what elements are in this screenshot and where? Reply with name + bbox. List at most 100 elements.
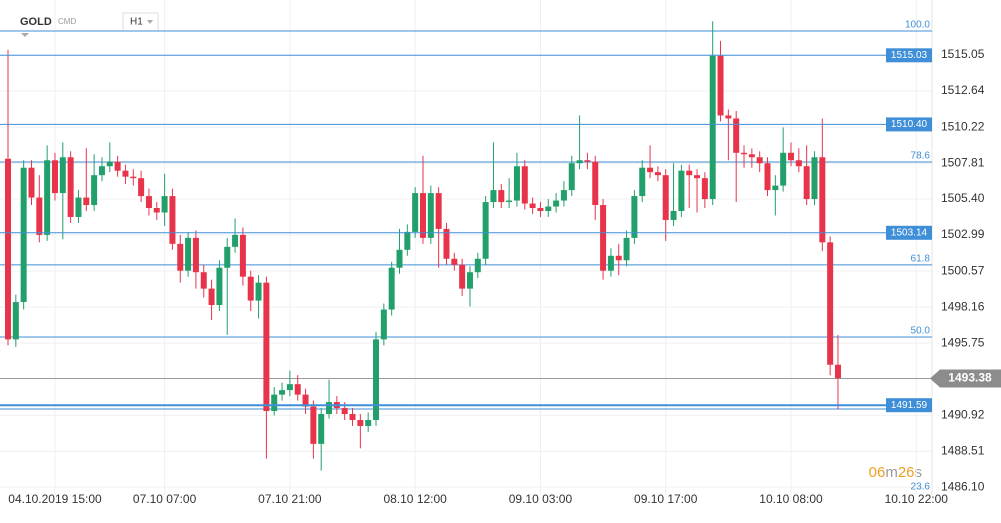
y-tick-label: 1500.57 xyxy=(941,263,985,277)
candle-body xyxy=(686,170,693,176)
candle-body xyxy=(357,419,364,426)
candle-body xyxy=(36,197,43,235)
candle-body xyxy=(247,276,254,301)
candle-body xyxy=(67,157,74,217)
candle-body xyxy=(177,243,184,271)
candle-body xyxy=(435,193,442,229)
candle-body xyxy=(506,200,513,203)
candle-body xyxy=(122,170,129,177)
candle-body xyxy=(302,394,309,407)
candle-body xyxy=(185,237,192,271)
candle-body xyxy=(239,234,246,277)
candle-body xyxy=(419,193,426,238)
candle-body xyxy=(130,176,137,179)
current-price-label: 1493.38 xyxy=(948,371,992,385)
candle-body xyxy=(701,178,708,200)
candle-body xyxy=(756,157,763,164)
y-tick-label: 1490.92 xyxy=(941,407,985,421)
candle-body xyxy=(451,258,458,265)
candle-body xyxy=(623,237,630,261)
candle-body xyxy=(474,258,481,273)
candle-body xyxy=(788,152,794,161)
candle-body xyxy=(373,339,380,420)
candle-body xyxy=(670,211,677,220)
candle-body xyxy=(51,160,58,194)
candle-body xyxy=(28,167,35,198)
y-tick-label: 1510.22 xyxy=(941,119,985,133)
candle-body xyxy=(772,185,779,191)
x-tick-label: 10.10 08:00 xyxy=(759,492,823,506)
candle-body xyxy=(545,206,552,212)
timer-s: s xyxy=(915,464,923,481)
candle-body xyxy=(529,203,536,209)
candle-body xyxy=(459,264,466,289)
candle-body xyxy=(795,160,802,167)
price-tag-label: 1515.03 xyxy=(891,50,928,61)
timer-m: m xyxy=(885,464,898,481)
candle-body xyxy=(709,55,716,200)
candle-body xyxy=(138,178,145,197)
candle-body xyxy=(310,406,317,444)
candle-body xyxy=(568,163,575,191)
candle-body xyxy=(600,205,607,271)
candle-body xyxy=(654,172,661,176)
candle-body xyxy=(365,419,372,426)
fib-label: 78.6 xyxy=(911,151,931,162)
candle-body xyxy=(106,161,113,167)
candle-body xyxy=(717,55,724,116)
x-tick-label: 09.10 03:00 xyxy=(509,492,573,506)
candle-body xyxy=(560,190,567,201)
candle-body xyxy=(513,166,520,201)
candle-body xyxy=(748,154,755,158)
timer-minutes: 06 xyxy=(869,464,886,481)
candle-body xyxy=(216,267,223,306)
candle-body xyxy=(388,267,395,310)
candle-body xyxy=(145,196,152,209)
price-tag xyxy=(886,48,932,63)
x-tick-label: 04.10.2019 15:00 xyxy=(8,492,102,506)
symbol-kind: CMD xyxy=(58,17,76,26)
symbol: GOLD xyxy=(20,16,52,28)
candle-body xyxy=(592,161,599,206)
candle-body xyxy=(576,160,583,164)
candle-body xyxy=(208,288,215,306)
candle-body xyxy=(192,237,199,273)
candle-body xyxy=(678,170,685,212)
timeframe[interactable]: H1 xyxy=(130,17,143,28)
candle-body xyxy=(404,231,411,250)
candle-body xyxy=(98,166,105,176)
candle-body xyxy=(725,115,732,119)
timer-seconds: 26 xyxy=(898,464,915,481)
candle-body xyxy=(647,167,654,173)
candle-body xyxy=(5,158,11,340)
y-tick-label: 1507.81 xyxy=(941,155,985,169)
candle-body xyxy=(631,196,638,238)
y-tick-label: 1515.05 xyxy=(941,47,985,61)
candle-body xyxy=(490,190,497,203)
fib-label: 23.6 xyxy=(911,482,931,493)
symbol-menu-arrow[interactable] xyxy=(21,33,29,37)
candle-body xyxy=(607,255,614,271)
current-price-tag xyxy=(930,369,1001,388)
candle-body xyxy=(349,414,356,420)
price-tag xyxy=(886,398,932,413)
fib-label: 61.8 xyxy=(911,254,931,265)
candle-body xyxy=(279,390,286,395)
candle-body xyxy=(396,249,403,268)
price-tag-label: 1510.40 xyxy=(891,119,928,130)
x-tick-label: 08.10 12:00 xyxy=(383,492,447,506)
price-tag xyxy=(886,225,932,240)
candle-body xyxy=(803,166,810,200)
candle-body xyxy=(318,414,325,444)
candle-body xyxy=(263,282,270,412)
candle-body xyxy=(12,302,19,340)
timeframe-arrow[interactable] xyxy=(147,20,153,24)
price-tag xyxy=(886,117,932,132)
candle-body xyxy=(91,175,98,206)
candle-body xyxy=(521,166,528,204)
candle-body xyxy=(224,246,231,268)
candle-body xyxy=(466,272,473,289)
candle-body xyxy=(153,208,160,213)
candle-body xyxy=(59,157,66,194)
candle-body xyxy=(615,255,622,261)
